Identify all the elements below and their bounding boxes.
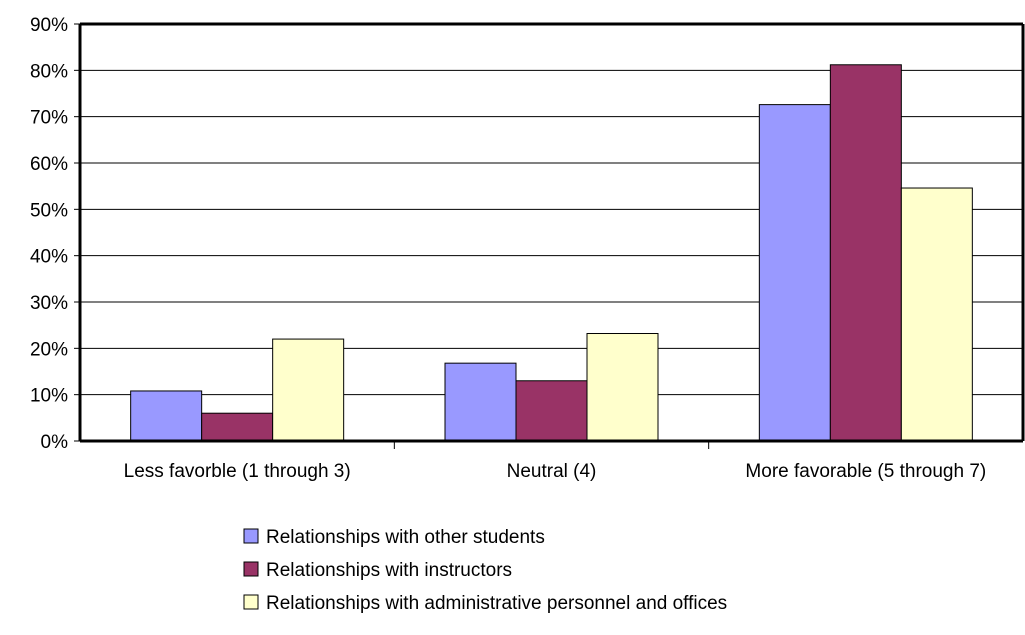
axes xyxy=(78,22,1025,449)
bar xyxy=(758,104,831,442)
y-axis-ticks: 0% 10% 20% 30% 40% 50% 60% 70% 80% 90% xyxy=(30,15,80,453)
bar xyxy=(444,362,517,442)
y-tick-label: 10% xyxy=(30,386,68,407)
bar xyxy=(201,412,274,442)
legend-label: Relationships with instructors xyxy=(266,560,512,581)
y-tick-label: 50% xyxy=(30,200,68,221)
y-tick-label: 70% xyxy=(30,108,68,129)
y-tick-label: 80% xyxy=(30,61,68,82)
legend-label: Relationships with other students xyxy=(266,527,545,548)
legend-swatch xyxy=(243,528,259,544)
legend-swatch xyxy=(243,561,259,577)
y-tick-label: 40% xyxy=(30,247,68,268)
bar xyxy=(130,390,203,442)
x-axis-labels: Less favorble (1 through 3) Neutral (4) Mo… xyxy=(124,461,987,482)
y-tick-label: 20% xyxy=(30,339,68,360)
x-category-label: Less favorble (1 through 3) xyxy=(124,461,351,482)
bar xyxy=(515,380,588,442)
bar xyxy=(586,333,659,442)
y-tick-label: 60% xyxy=(30,154,68,175)
bar xyxy=(272,338,345,442)
bar xyxy=(829,64,902,442)
y-tick-label: 0% xyxy=(41,432,69,453)
legend-label: Relationships with administrative person… xyxy=(266,593,727,614)
y-tick-label: 90% xyxy=(30,15,68,36)
legend: Relationships with other students Relatio… xyxy=(243,527,727,614)
legend-swatch xyxy=(243,594,259,610)
gridlines xyxy=(80,69,1023,396)
x-category-label: More favorable (5 through 7) xyxy=(745,461,986,482)
bars xyxy=(130,64,973,442)
x-category-label: Neutral (4) xyxy=(507,461,597,482)
bar xyxy=(900,187,973,442)
y-tick-label: 30% xyxy=(30,293,68,314)
